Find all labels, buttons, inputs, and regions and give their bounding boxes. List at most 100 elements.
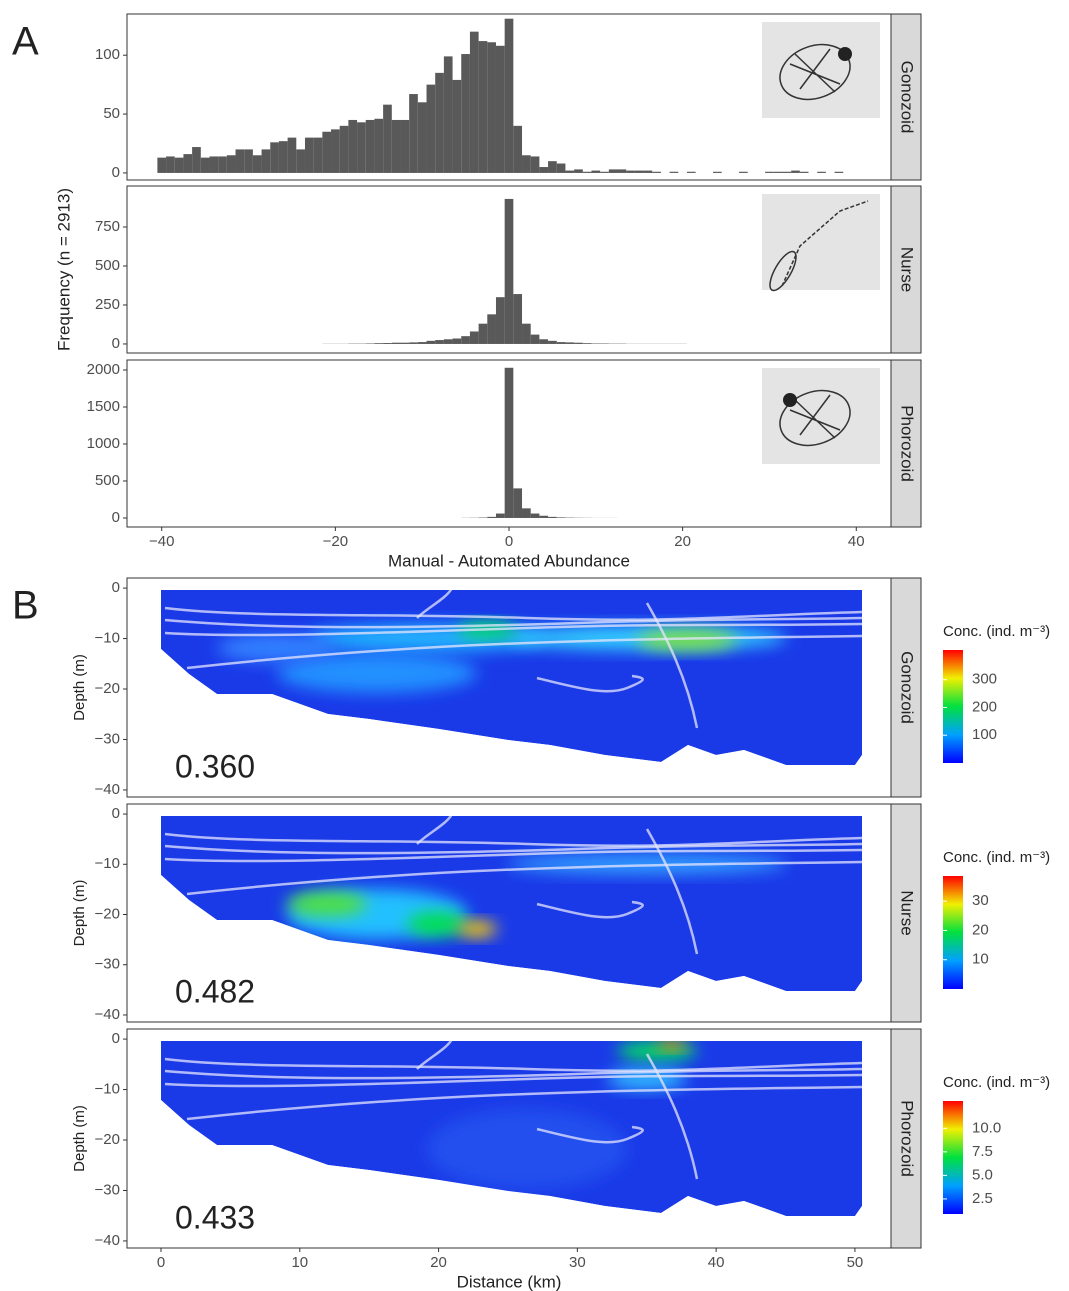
bar (348, 119, 358, 173)
bar (166, 156, 175, 173)
bar (713, 171, 722, 173)
bar (322, 131, 332, 173)
y-tick-label: −10 (95, 630, 120, 647)
bar (469, 31, 479, 173)
facet-label: Phorozoid (898, 1100, 917, 1177)
bar (339, 125, 349, 173)
correlation-value: 0.482 (175, 973, 255, 1009)
bar (522, 508, 531, 518)
bar (278, 141, 288, 173)
bar (304, 137, 314, 173)
isoline (416, 590, 454, 619)
x-axis-label: Distance (km) (457, 1272, 562, 1291)
facet-label: Nurse (898, 247, 917, 292)
facet-strip (890, 13, 922, 181)
bar (357, 122, 366, 173)
bar (539, 167, 549, 173)
bar (270, 142, 279, 173)
bar (478, 323, 488, 344)
y-tick-label: 50 (103, 105, 120, 122)
facet-strip (890, 577, 922, 798)
concentration-blob (457, 921, 497, 937)
colorbar-title: Conc. (ind. m⁻³) (943, 623, 1050, 640)
bar (791, 170, 800, 173)
x-axis-label: Manual - Automated Abundance (388, 551, 630, 570)
bar (504, 18, 514, 173)
bar (383, 104, 392, 173)
isoline (164, 842, 862, 855)
bar (400, 342, 410, 344)
bar (244, 149, 253, 173)
isoline (164, 606, 862, 621)
y-tick-label: 0 (112, 1030, 120, 1047)
bar (739, 171, 748, 173)
bar (591, 170, 601, 173)
colorbar-tick-label: 10.0 (972, 1119, 1001, 1136)
bar (513, 294, 523, 344)
bar (556, 517, 566, 518)
colorbar (943, 650, 963, 763)
colorbar-tick-label: 100 (972, 726, 997, 743)
specimen-image (762, 194, 880, 292)
y-tick-label: 500 (95, 472, 120, 489)
bar (530, 156, 540, 173)
isoline (645, 1053, 699, 1180)
bar (522, 323, 531, 344)
bar (548, 340, 557, 344)
bar (487, 516, 496, 518)
bar (374, 118, 384, 173)
colorbar-tick-label: 5.0 (972, 1166, 993, 1183)
bar (183, 154, 193, 173)
x-tick-label: 0 (157, 1254, 165, 1271)
bar (799, 171, 809, 173)
concentration-blob (657, 1041, 687, 1050)
bar (313, 137, 323, 173)
image-bg (762, 368, 880, 464)
bar (157, 157, 167, 173)
bar (539, 339, 549, 344)
facet-label: Gonozoid (898, 651, 917, 724)
y-tick-label: 0 (112, 335, 120, 352)
bar (391, 342, 401, 344)
bar (574, 342, 583, 344)
y-axis-label: Frequency (n = 2913) (54, 188, 73, 351)
bar (435, 340, 444, 344)
bar (200, 157, 210, 173)
bar (452, 79, 462, 173)
facet-strip (890, 359, 922, 528)
bar (617, 169, 627, 173)
bar (634, 170, 644, 173)
bar (495, 513, 505, 518)
isoline (164, 832, 862, 847)
x-tick-label: −40 (149, 533, 174, 550)
panel-letter: A (12, 20, 39, 64)
concentration-blob (427, 1109, 627, 1189)
x-tick-label: 30 (569, 1254, 586, 1271)
bar (556, 163, 566, 173)
bar (582, 171, 592, 173)
bar (391, 119, 401, 173)
y-tick-label: −40 (95, 1006, 120, 1023)
bar (548, 161, 557, 173)
y-tick-label: 0 (112, 579, 120, 596)
section-field (161, 1041, 862, 1216)
y-tick-label: 0 (112, 164, 120, 181)
bar (409, 342, 418, 344)
y-tick-label: −10 (95, 855, 120, 872)
colorbar-tick-label: 200 (972, 698, 997, 715)
specimen (838, 47, 852, 61)
bar (461, 54, 470, 173)
bar (443, 339, 453, 344)
colorbar-title: Conc. (ind. m⁻³) (943, 1074, 1050, 1091)
x-tick-label: 40 (848, 533, 865, 550)
bar (218, 156, 227, 173)
bar (452, 338, 462, 344)
isoline (536, 1125, 644, 1144)
colorbar-tick-label: 2.5 (972, 1190, 993, 1207)
bar (565, 170, 575, 173)
y-axis-label: Depth (m) (71, 880, 88, 947)
concentration-blob (637, 630, 737, 650)
colorbar-title: Conc. (ind. m⁻³) (943, 849, 1050, 866)
facet-strip (890, 803, 922, 1023)
bar (652, 171, 661, 173)
